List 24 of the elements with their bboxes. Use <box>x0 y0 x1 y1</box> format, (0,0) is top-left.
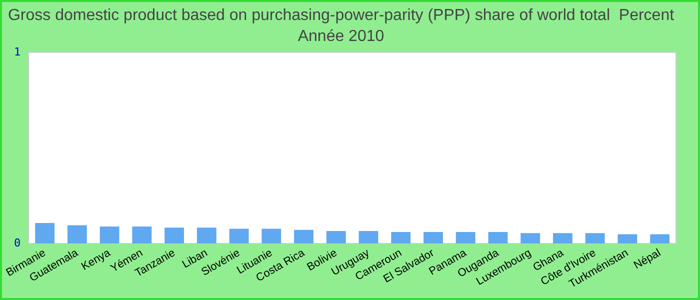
bar <box>650 234 670 244</box>
bar <box>196 228 216 244</box>
chart-title: Gross domestic product based on purchasing-power-parity (PPP) share of world total Percent <box>8 7 675 24</box>
bar <box>164 228 184 244</box>
bar <box>520 233 540 244</box>
chart-subtitle: Année 2010 <box>298 28 384 46</box>
bar <box>585 233 605 244</box>
y-tick-label: 1 <box>14 45 21 58</box>
bar <box>132 226 152 244</box>
bar <box>488 232 508 244</box>
bar <box>456 232 476 244</box>
bar <box>100 226 120 244</box>
bar <box>391 232 411 244</box>
bar <box>294 230 314 244</box>
bar <box>358 231 378 244</box>
y-tick-label: 0 <box>14 236 21 250</box>
bar <box>326 231 346 244</box>
bar <box>553 233 572 244</box>
bar <box>424 232 443 244</box>
bar <box>67 225 87 244</box>
bar <box>262 228 282 244</box>
bar <box>35 223 55 244</box>
bar <box>229 228 249 244</box>
bar <box>618 234 638 244</box>
